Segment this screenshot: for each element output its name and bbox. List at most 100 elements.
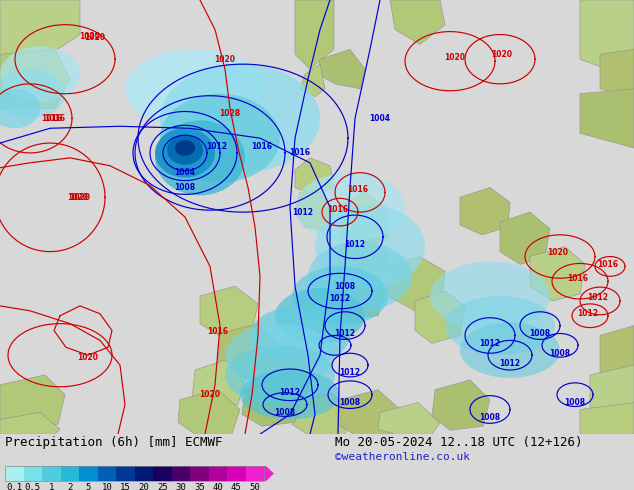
Text: 1016: 1016 (328, 205, 349, 214)
Text: 1008: 1008 (529, 329, 550, 338)
Polygon shape (580, 0, 634, 79)
Ellipse shape (0, 89, 40, 128)
Bar (60, 466, 79, 481)
Polygon shape (338, 237, 388, 284)
Text: 35: 35 (194, 483, 205, 490)
Polygon shape (218, 323, 278, 380)
Text: 1016: 1016 (347, 185, 368, 194)
Polygon shape (385, 257, 445, 311)
Polygon shape (200, 286, 258, 338)
FancyArrow shape (264, 466, 274, 481)
Polygon shape (295, 193, 335, 232)
Bar (98, 466, 116, 481)
Text: 1016: 1016 (597, 260, 619, 269)
Polygon shape (332, 276, 385, 318)
Ellipse shape (308, 242, 412, 311)
Ellipse shape (445, 296, 555, 355)
Ellipse shape (430, 262, 550, 331)
Polygon shape (580, 403, 634, 434)
Ellipse shape (160, 64, 320, 172)
Polygon shape (252, 353, 312, 407)
Polygon shape (338, 193, 388, 248)
Polygon shape (600, 325, 634, 385)
Polygon shape (415, 291, 465, 343)
Polygon shape (600, 49, 634, 98)
Text: 1016: 1016 (290, 148, 311, 157)
Ellipse shape (0, 47, 80, 101)
Text: 50: 50 (249, 483, 260, 490)
Ellipse shape (225, 345, 335, 405)
Text: 2: 2 (67, 483, 72, 490)
Text: 1008: 1008 (479, 413, 501, 422)
Polygon shape (378, 403, 440, 434)
Ellipse shape (125, 49, 265, 128)
Polygon shape (295, 0, 334, 69)
Text: 1012: 1012 (280, 388, 301, 397)
Bar (79, 466, 98, 481)
Ellipse shape (167, 135, 203, 165)
Text: 1016: 1016 (41, 114, 63, 123)
Polygon shape (300, 64, 325, 97)
Text: 1012: 1012 (500, 359, 521, 368)
Text: 1020: 1020 (491, 50, 512, 59)
Text: 10: 10 (101, 483, 112, 490)
Ellipse shape (225, 323, 335, 387)
Text: 1012: 1012 (335, 329, 356, 338)
Text: 1016: 1016 (252, 142, 273, 150)
Text: 1020: 1020 (548, 248, 569, 257)
Bar (5, 466, 264, 481)
Text: 5: 5 (86, 483, 91, 490)
Text: 1020: 1020 (84, 33, 105, 42)
Text: 1016: 1016 (207, 327, 228, 336)
Ellipse shape (0, 69, 65, 119)
Text: 1012: 1012 (578, 309, 598, 318)
Text: 1: 1 (49, 483, 54, 490)
Polygon shape (460, 188, 510, 235)
Ellipse shape (315, 205, 425, 288)
Bar (23, 466, 42, 481)
Text: 1020: 1020 (79, 32, 101, 41)
Text: 1008: 1008 (275, 408, 295, 417)
Text: 1012: 1012 (588, 294, 609, 302)
Polygon shape (580, 89, 634, 148)
Ellipse shape (175, 140, 195, 156)
Text: 1008: 1008 (550, 349, 571, 358)
Text: 25: 25 (157, 483, 167, 490)
Text: 0.5: 0.5 (25, 483, 41, 490)
Text: 30: 30 (176, 483, 186, 490)
Text: 1012: 1012 (479, 339, 500, 348)
Text: 1008: 1008 (335, 282, 356, 291)
Text: 1008: 1008 (174, 183, 195, 192)
Text: 1008: 1008 (339, 398, 361, 407)
Text: 1004: 1004 (370, 114, 391, 123)
Polygon shape (178, 390, 240, 436)
Text: 1020: 1020 (200, 390, 221, 399)
Bar (227, 466, 245, 481)
Polygon shape (192, 360, 245, 413)
Text: 45: 45 (231, 483, 242, 490)
Polygon shape (338, 390, 400, 437)
Text: 1008: 1008 (564, 398, 586, 407)
Text: 1016: 1016 (44, 114, 65, 123)
Polygon shape (0, 375, 65, 429)
Polygon shape (295, 158, 335, 196)
Text: 1012: 1012 (330, 294, 351, 303)
Bar (5, 466, 23, 481)
Text: 1012: 1012 (207, 142, 228, 150)
Text: Precipitation (6h) [mm] ECMWF: Precipitation (6h) [mm] ECMWF (5, 436, 223, 449)
Polygon shape (242, 378, 302, 426)
Ellipse shape (155, 128, 215, 177)
Bar (116, 466, 134, 481)
Text: 20: 20 (138, 483, 149, 490)
Text: 40: 40 (212, 483, 223, 490)
Text: 1020: 1020 (214, 55, 235, 64)
Text: 1012: 1012 (344, 240, 365, 249)
Ellipse shape (292, 267, 388, 325)
Polygon shape (390, 0, 445, 45)
Bar (134, 466, 153, 481)
Text: 1020: 1020 (67, 193, 89, 202)
Text: 1020: 1020 (70, 193, 91, 202)
Polygon shape (590, 365, 634, 415)
Polygon shape (292, 392, 352, 437)
Text: 1012: 1012 (292, 208, 313, 217)
